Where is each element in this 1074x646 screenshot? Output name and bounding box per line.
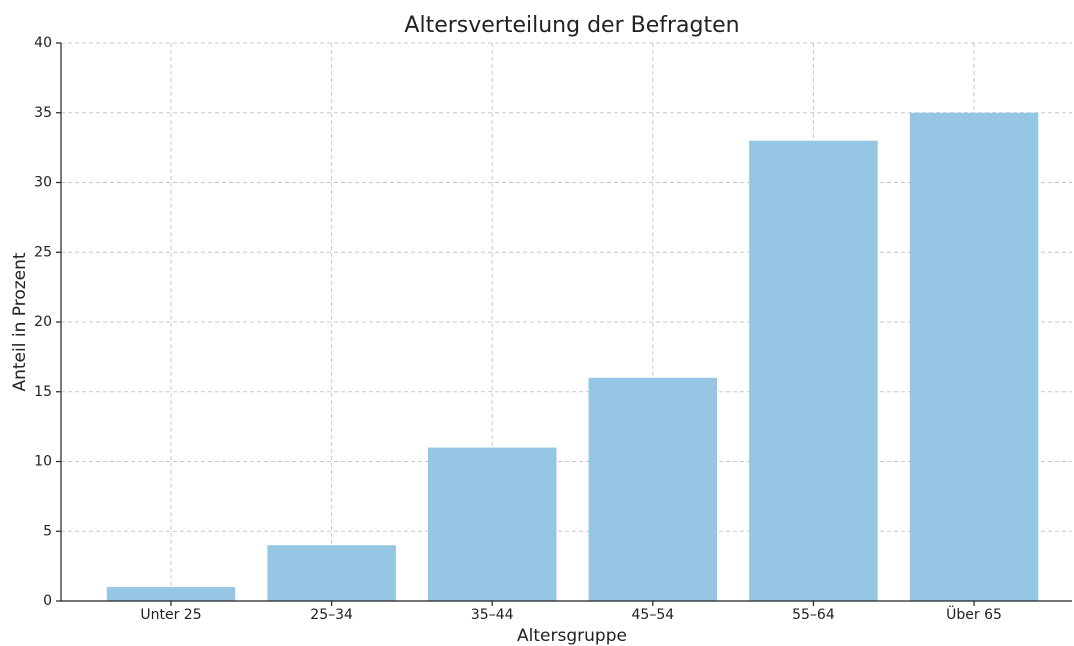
y-tick-label: 20 xyxy=(34,314,52,330)
bar xyxy=(749,140,878,601)
x-tick-label: 45–54 xyxy=(632,607,675,623)
bar xyxy=(588,377,718,601)
x-tick-label: 35–44 xyxy=(471,607,514,623)
x-axis-label: Altersgruppe xyxy=(517,626,627,646)
y-tick-label: 40 xyxy=(34,35,52,51)
y-tick-label: 25 xyxy=(34,244,52,260)
y-tick-label: 30 xyxy=(34,175,52,191)
x-tick-label: 55–64 xyxy=(792,607,835,623)
bar xyxy=(427,447,557,601)
bar xyxy=(909,112,1039,601)
y-tick-label: 0 xyxy=(43,593,52,609)
x-tick-label: 25–34 xyxy=(310,607,353,623)
y-axis-label: Anteil in Prozent xyxy=(10,252,30,391)
x-tick-label: Über 65 xyxy=(946,605,1002,623)
y-tick-label: 5 xyxy=(43,523,52,539)
bar xyxy=(106,587,236,601)
y-tick-label: 35 xyxy=(34,105,52,121)
chart-title: Altersverteilung der Befragten xyxy=(404,13,739,38)
y-tick-label: 15 xyxy=(34,384,52,400)
y-tick-label: 10 xyxy=(34,454,52,470)
x-tick-label: Unter 25 xyxy=(140,607,201,623)
bar xyxy=(267,545,396,601)
